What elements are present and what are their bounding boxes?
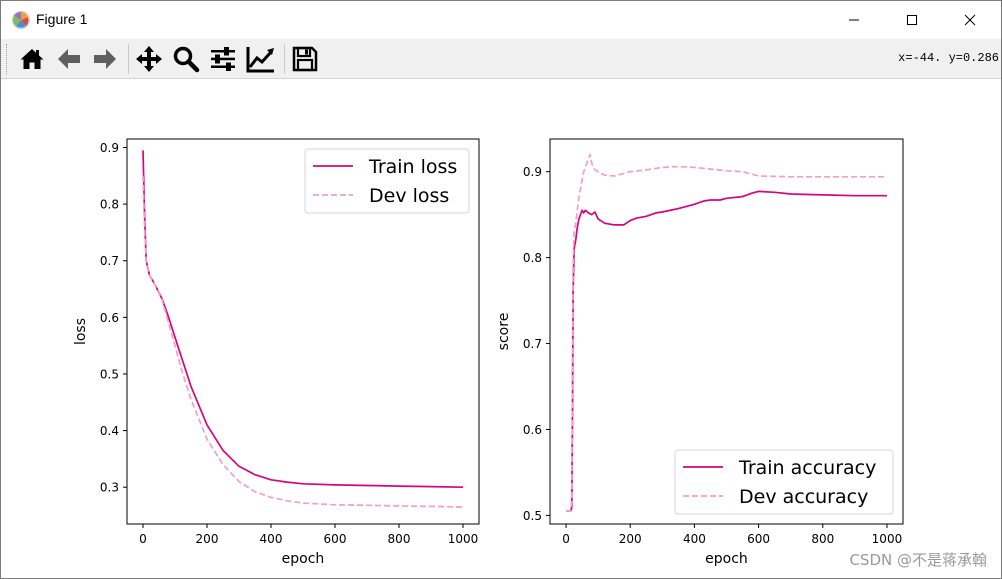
legend-label: Dev accuracy: [739, 486, 868, 508]
axes-frame: [549, 138, 904, 525]
save-button[interactable]: [290, 44, 320, 74]
x-tick-label: 800: [811, 532, 834, 546]
zoom-button[interactable]: [171, 44, 201, 74]
forward-button[interactable]: [90, 44, 120, 74]
y-tick-label: 0.6: [523, 423, 542, 437]
forward-arrow-icon: [94, 49, 116, 69]
x-tick-label: 0: [139, 532, 147, 546]
back-button[interactable]: [54, 44, 84, 74]
window-title: Figure 1: [36, 11, 88, 27]
figure-plot-area[interactable]: 0 200 400 600 800 1000 0.3 0.4 0.5 0.6 0.7 0.8 0.9 ep…: [1, 79, 1001, 578]
y-tick-label: 0.7: [523, 337, 542, 351]
y-tick-label: 0.9: [523, 165, 542, 179]
x-tick-label: 0: [562, 532, 570, 546]
close-icon: [964, 14, 976, 26]
toolbar-grip[interactable]: [6, 44, 9, 74]
x-tick-label: 1000: [872, 532, 903, 546]
matplotlib-app-icon: [12, 11, 30, 29]
x-tick-label: 400: [260, 532, 283, 546]
y-tick-label: 0.7: [100, 254, 119, 268]
navigation-toolbar: x=-44. y=0.286: [1, 39, 1001, 79]
y-tick-label: 0.8: [523, 251, 542, 265]
close-button[interactable]: [947, 1, 993, 39]
cursor-coordinate-readout: x=-44. y=0.286: [898, 51, 999, 65]
pan-button[interactable]: [134, 44, 164, 74]
edit-axes-icon: [246, 47, 274, 73]
home-button[interactable]: [17, 44, 47, 74]
x-tick-label: 400: [683, 532, 706, 546]
configure-subplots-icon: [211, 47, 235, 71]
y-tick-label: 0.3: [100, 481, 119, 495]
x-tick-label: 800: [388, 532, 411, 546]
y-tick-label: 0.9: [100, 141, 119, 155]
x-tick-label: 200: [619, 532, 642, 546]
minimize-icon: [849, 19, 859, 21]
legend-box: [304, 148, 470, 214]
x-tick-label: 600: [324, 532, 347, 546]
y-tick-label: 0.5: [523, 509, 542, 523]
legend-label: Train loss: [368, 156, 457, 178]
x-axis-label: epoch: [705, 551, 748, 567]
x-tick-label: 600: [747, 532, 770, 546]
legend-label: Train accuracy: [738, 457, 876, 479]
series-line-train-accuracy: [566, 190, 887, 512]
back-arrow-icon: [58, 49, 80, 69]
configure-subplots-button[interactable]: [208, 44, 238, 74]
y-tick-label: 0.4: [100, 424, 119, 438]
x-axis-label: epoch: [282, 551, 325, 567]
series-line-dev-accuracy: [566, 153, 887, 512]
y-tick-label: 0.8: [100, 198, 119, 212]
toolbar-separator: [284, 44, 285, 74]
pan-icon: [136, 46, 162, 72]
zoom-icon: [173, 46, 200, 73]
figure-canvas[interactable]: 0 200 400 600 800 1000 0.3 0.4 0.5 0.6 0.7 0.8 0.9 ep…: [1, 79, 1001, 578]
home-icon: [20, 49, 44, 69]
legend-box: [674, 449, 894, 515]
maximize-icon: [907, 15, 917, 25]
save-icon: [292, 46, 318, 72]
y-tick-label: 0.6: [100, 311, 119, 325]
toolbar-separator: [128, 44, 129, 74]
csdn-watermark: CSDN @不是蒋承翰: [849, 551, 987, 569]
y-tick-label: 0.5: [100, 367, 119, 381]
minimize-button[interactable]: [831, 1, 877, 39]
y-axis-label: loss: [73, 318, 89, 345]
edit-axes-button[interactable]: [246, 44, 276, 74]
maximize-button[interactable]: [889, 1, 935, 39]
series-line-dev-loss: [142, 175, 464, 508]
y-axis-label: score: [496, 313, 512, 351]
legend-label: Dev loss: [369, 185, 449, 207]
x-tick-label: 1000: [448, 532, 479, 546]
axes-frame: [126, 138, 480, 525]
x-tick-label: 200: [196, 532, 219, 546]
title-bar[interactable]: Figure 1: [1, 1, 1001, 39]
